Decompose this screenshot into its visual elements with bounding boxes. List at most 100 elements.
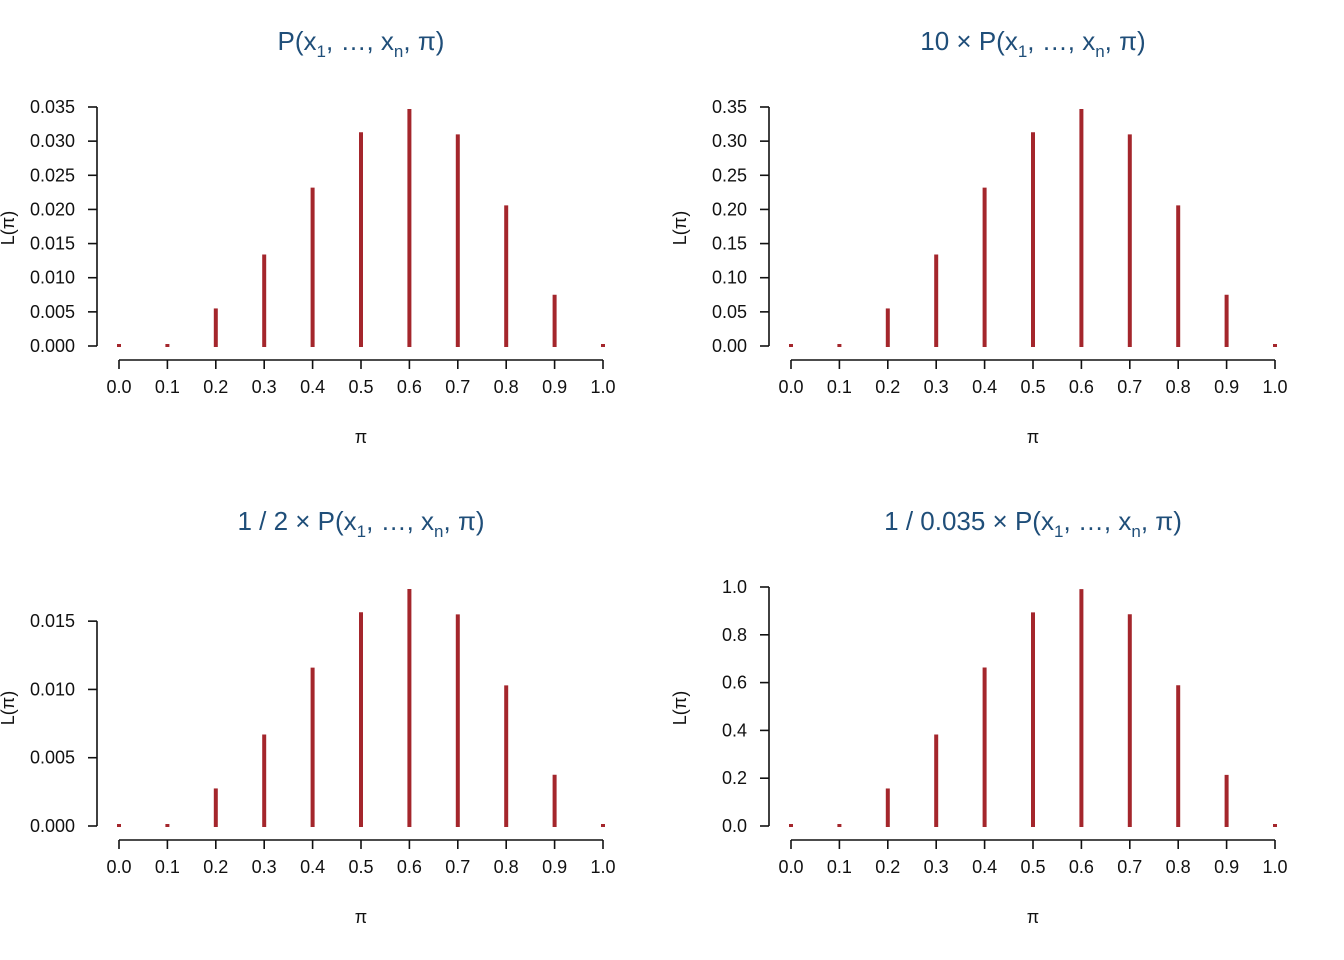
- x-tick-label: 0.1: [155, 857, 180, 877]
- chart-panel-2: 10 × P(x1, …, xn, π)0.000.050.100.150.20…: [670, 26, 1288, 447]
- y-tick-label: 1.0: [722, 577, 747, 597]
- chart-panel-4: 1 / 0.035 × P(x1, …, xn, π) 0.0 0.2 0.4 0.6 0…: [670, 506, 1288, 927]
- x-axis-label: π: [1027, 427, 1039, 447]
- title-text: , …, x: [366, 506, 434, 536]
- y-tick-label: 0.8: [722, 625, 747, 645]
- x-tick-label: 0.9: [1214, 857, 1239, 877]
- title-subscript: 1: [1018, 42, 1027, 61]
- y-axis-label: L(π): [670, 211, 690, 245]
- title-text: P(x: [278, 26, 317, 56]
- y-tick-label: 0.30: [712, 131, 747, 151]
- x-tick-label: 0.4: [972, 857, 997, 877]
- x-axis-label: π: [355, 427, 367, 447]
- x-axis-label: π: [355, 907, 367, 927]
- x-tick-label: 0.5: [348, 857, 373, 877]
- y-tick-label: 0.4: [722, 720, 747, 740]
- title-text: , …, x: [326, 26, 394, 56]
- x-tick-label: 0.5: [1020, 377, 1045, 397]
- chart-title: P(x1, …, xn, π): [278, 26, 445, 61]
- y-tick-label: 0.2: [722, 768, 747, 788]
- y-tick-label: 0.15: [712, 234, 747, 254]
- x-tick-label: 0.6: [1069, 377, 1094, 397]
- x-tick-label: 0.2: [875, 377, 900, 397]
- y-tick-label: 0.015: [30, 611, 75, 631]
- title-text: , π): [1105, 26, 1146, 56]
- y-tick-label: 0.00: [712, 336, 747, 356]
- title-text: , …, x: [1063, 506, 1131, 536]
- x-tick-label: 0.3: [252, 377, 277, 397]
- y-axis-label: L(π): [0, 691, 18, 725]
- title-subscript: 1: [317, 42, 326, 61]
- x-tick-label: 0.2: [203, 857, 228, 877]
- x-tick-label: 0.7: [1117, 857, 1142, 877]
- y-tick-label: 0.010: [30, 268, 75, 288]
- x-tick-label: 0.0: [106, 857, 131, 877]
- x-tick-label: 0.4: [300, 857, 325, 877]
- y-tick-label: 0.10: [712, 268, 747, 288]
- x-tick-label: 0.0: [778, 377, 803, 397]
- title-text: , π): [444, 506, 485, 536]
- x-tick-label: 0.4: [972, 377, 997, 397]
- x-tick-label: 0.9: [1214, 377, 1239, 397]
- title-text: , π): [403, 26, 444, 56]
- x-tick-label: 0.6: [1069, 857, 1094, 877]
- x-tick-label: 0.7: [445, 857, 470, 877]
- title-subscript: n: [394, 42, 403, 61]
- title-subscript: 1: [1054, 522, 1063, 541]
- y-tick-label: 0.0: [722, 816, 747, 836]
- chart-title: 1 / 2 × P(x1, …, xn, π): [237, 506, 484, 541]
- x-tick-label: 0.7: [445, 377, 470, 397]
- x-tick-label: 0.6: [397, 857, 422, 877]
- x-tick-label: 1.0: [1262, 377, 1287, 397]
- x-axis-label: π: [1027, 907, 1039, 927]
- y-tick-label: 0.035: [30, 97, 75, 117]
- y-tick-label: 0.05: [712, 302, 747, 322]
- title-text: , …, x: [1027, 26, 1095, 56]
- x-tick-label: 0.2: [203, 377, 228, 397]
- title-subscript: n: [434, 522, 443, 541]
- y-tick-label: 0.000: [30, 816, 75, 836]
- x-tick-label: 0.8: [494, 857, 519, 877]
- y-axis-label: L(π): [670, 691, 690, 725]
- title-subscript: n: [1131, 522, 1140, 541]
- x-tick-label: 0.7: [1117, 377, 1142, 397]
- x-tick-label: 0.4: [300, 377, 325, 397]
- y-tick-label: 0.25: [712, 165, 747, 185]
- x-tick-label: 0.9: [542, 377, 567, 397]
- x-tick-label: 0.3: [924, 377, 949, 397]
- title-text: , π): [1141, 506, 1182, 536]
- x-tick-label: 0.1: [827, 377, 852, 397]
- chart-panel-1: P(x1, …, xn, π) 0.000 0.005 0.010 0.015 0.020…: [0, 26, 616, 447]
- x-tick-label: 1.0: [590, 377, 615, 397]
- title-subscript: 1: [357, 522, 366, 541]
- y-tick-label: 0.20: [712, 199, 747, 219]
- title-text: 1 / 0.035 ×: [884, 506, 1015, 536]
- x-tick-label: 0.0: [106, 377, 131, 397]
- x-tick-label: 0.5: [348, 377, 373, 397]
- title-text: 10 ×: [920, 26, 979, 56]
- chart-title: 1 / 0.035 × P(x1, …, xn, π): [884, 506, 1182, 541]
- x-tick-label: 0.1: [827, 857, 852, 877]
- x-tick-label: 1.0: [1262, 857, 1287, 877]
- y-tick-label: 0.020: [30, 199, 75, 219]
- x-tick-label: 1.0: [590, 857, 615, 877]
- x-tick-label: 0.1: [155, 377, 180, 397]
- title-text: P(x: [318, 506, 357, 536]
- y-tick-label: 0.35: [712, 97, 747, 117]
- y-tick-label: 0.005: [30, 302, 75, 322]
- y-tick-label: 0.005: [30, 748, 75, 768]
- chart-title: 10 × P(x1, …, xn, π): [920, 26, 1145, 61]
- y-tick-label: 0.000: [30, 336, 75, 356]
- x-tick-label: 0.8: [1166, 857, 1191, 877]
- y-tick-label: 0.015: [30, 234, 75, 254]
- title-text: P(x: [979, 26, 1018, 56]
- y-tick-label: 0.6: [722, 673, 747, 693]
- x-tick-label: 0.8: [494, 377, 519, 397]
- x-tick-label: 0.6: [397, 377, 422, 397]
- y-tick-label: 0.025: [30, 165, 75, 185]
- x-tick-label: 0.2: [875, 857, 900, 877]
- title-text: 1 / 2 ×: [237, 506, 317, 536]
- y-tick-label: 0.030: [30, 131, 75, 151]
- x-tick-label: 0.0: [778, 857, 803, 877]
- x-tick-label: 0.3: [924, 857, 949, 877]
